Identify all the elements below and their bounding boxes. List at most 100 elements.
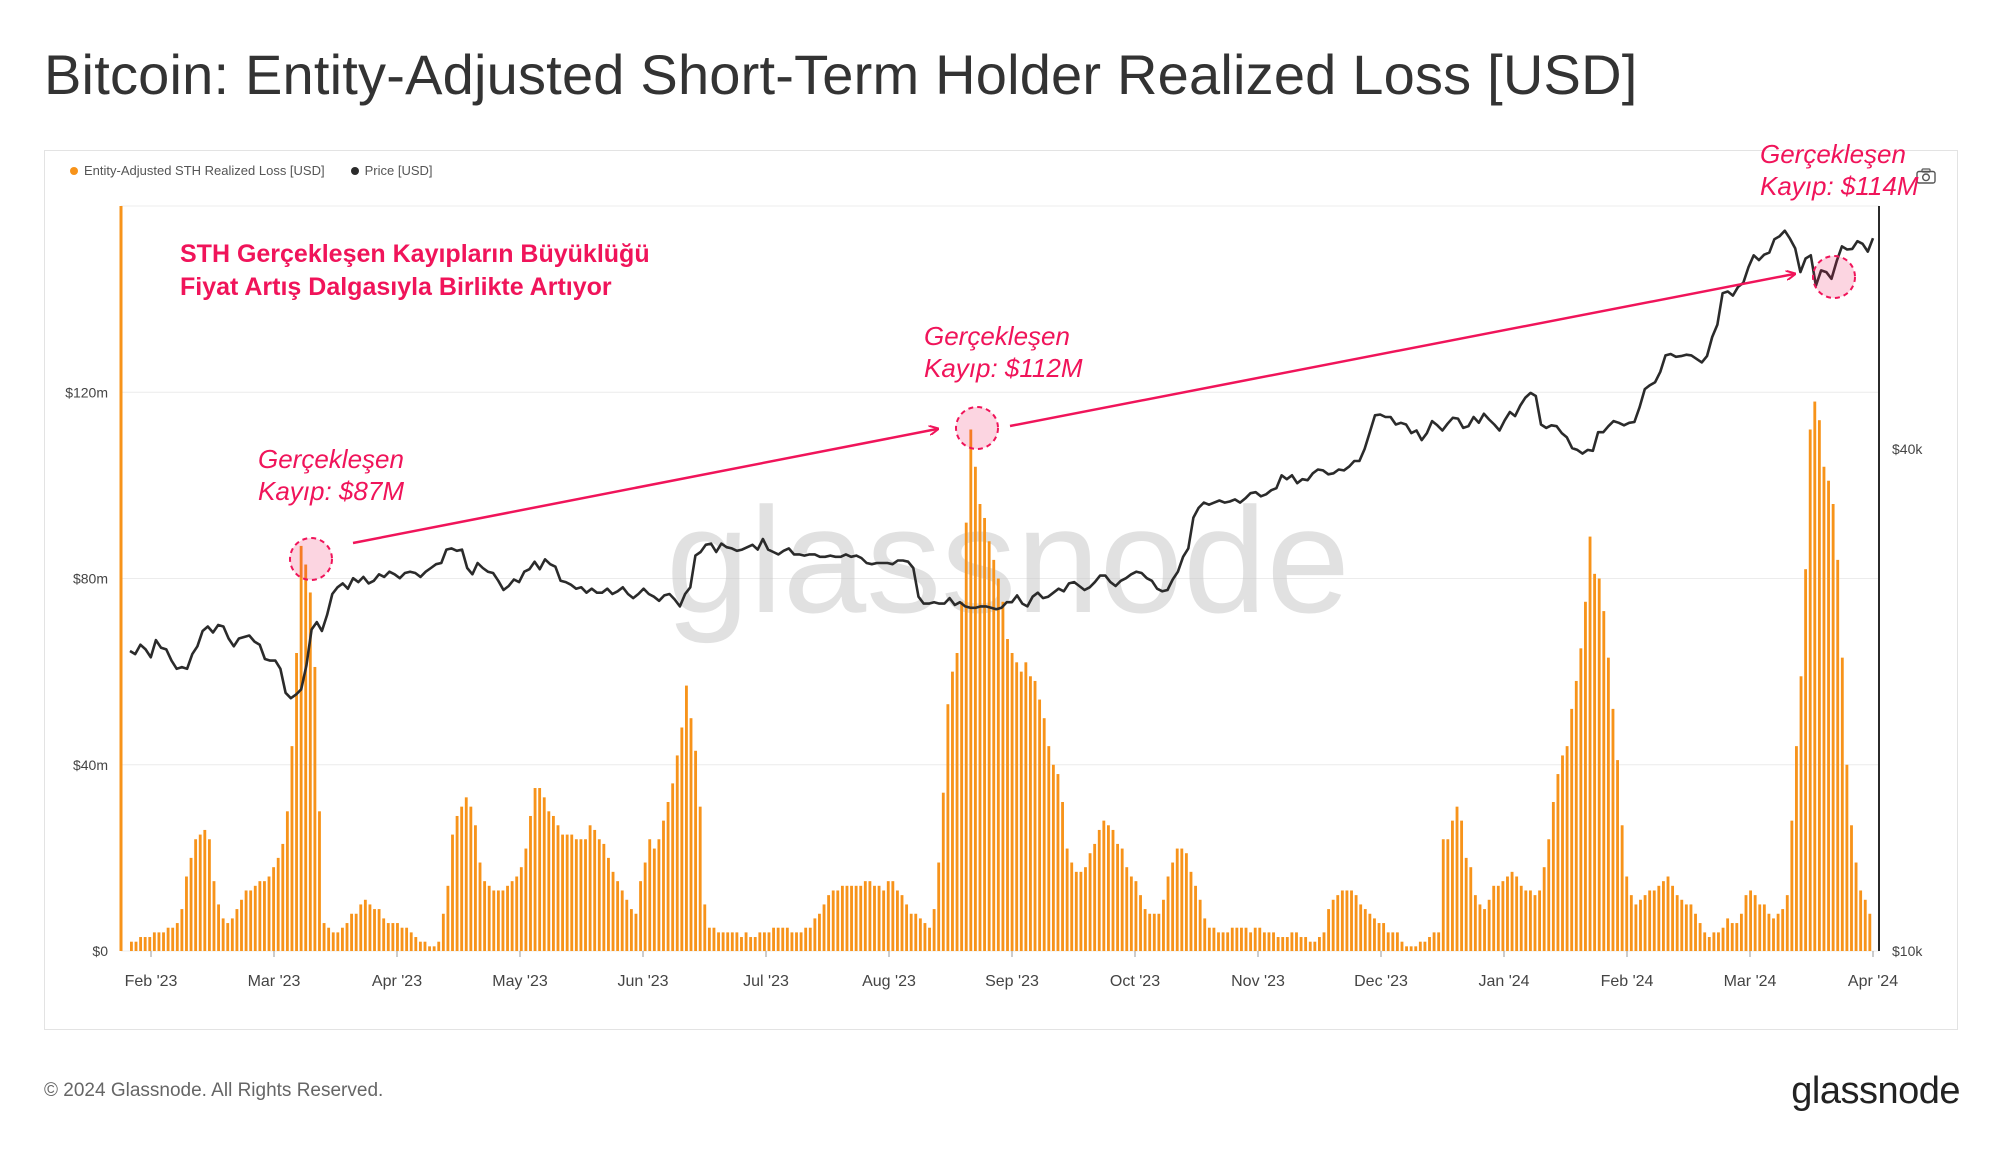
loss-bar	[1253, 927, 1257, 951]
loss-bar	[1400, 941, 1404, 951]
loss-bar	[652, 848, 656, 951]
y-axis-left: $0 $40m $80m $120m	[65, 384, 108, 959]
loss-bar	[455, 815, 459, 951]
legend-item-loss[interactable]: Entity-Adjusted STH Realized Loss [USD]	[70, 163, 325, 178]
loss-bar	[1845, 764, 1849, 951]
x-tick-label: Feb '24	[1601, 973, 1654, 990]
loss-bar	[1070, 862, 1074, 951]
loss-bar	[744, 932, 748, 952]
loss-bar	[1125, 867, 1129, 951]
loss-bar	[1171, 862, 1175, 951]
loss-bar	[1487, 899, 1491, 951]
loss-bar	[813, 918, 817, 951]
loss-bar	[230, 918, 234, 951]
loss-bar	[1368, 913, 1372, 951]
loss-bar	[1373, 918, 1376, 951]
loss-bar	[1496, 885, 1500, 951]
loss-bar	[804, 927, 808, 951]
loss-bar	[1148, 913, 1152, 951]
loss-bar	[1666, 876, 1670, 951]
callout-2-line1: Gerçekleşen	[924, 321, 1070, 351]
loss-bar	[1322, 932, 1326, 952]
loss-bar	[909, 913, 913, 951]
loss-bar	[166, 927, 170, 951]
loss-bar	[423, 941, 427, 951]
loss-bar	[1038, 699, 1042, 951]
x-tick-label: Mar '23	[248, 973, 301, 990]
loss-bar	[735, 932, 739, 952]
x-tick-label: Mar '24	[1724, 973, 1777, 990]
loss-bar	[1207, 927, 1211, 951]
callout-1-marker	[289, 537, 333, 581]
loss-bar	[946, 704, 950, 951]
loss-bar	[1762, 904, 1766, 951]
loss-bar	[675, 755, 679, 951]
loss-bar	[928, 927, 931, 951]
loss-bar	[1634, 904, 1638, 951]
loss-bar	[322, 923, 326, 951]
legend-label-price: Price [USD]	[364, 163, 433, 178]
x-tick-label: May '23	[492, 973, 548, 990]
loss-bar	[1707, 937, 1711, 951]
loss-bar	[1850, 825, 1853, 951]
loss-bar	[1051, 764, 1055, 951]
loss-bar	[767, 932, 771, 952]
loss-bar	[249, 890, 253, 951]
loss-bar	[602, 843, 606, 951]
loss-bar	[1689, 904, 1693, 951]
loss-bar	[758, 932, 762, 952]
x-tick-label: Aug '23	[862, 973, 916, 990]
loss-bar	[1643, 895, 1647, 952]
loss-bar	[588, 825, 592, 951]
loss-bar	[749, 937, 753, 951]
loss-bar	[1093, 843, 1097, 951]
loss-bar	[616, 881, 620, 951]
loss-bar	[308, 592, 312, 951]
loss-bar	[1102, 820, 1106, 952]
loss-bar	[143, 937, 147, 951]
loss-bar	[579, 839, 583, 951]
loss-bar	[1162, 899, 1165, 951]
loss-bar	[432, 946, 436, 951]
loss-bar	[1395, 932, 1399, 952]
loss-bar	[1345, 890, 1349, 951]
loss-bar	[1441, 839, 1445, 951]
loss-bar	[285, 811, 289, 951]
loss-bar	[1414, 946, 1418, 951]
loss-bar	[1519, 885, 1523, 951]
copyright: © 2024 Glassnode. All Rights Reserved.	[44, 1080, 384, 1101]
loss-bar	[937, 862, 941, 951]
legend-item-price[interactable]: Price [USD]	[350, 163, 433, 178]
loss-bar	[648, 839, 652, 951]
loss-bar	[1836, 559, 1840, 952]
loss-bar	[212, 881, 216, 951]
loss-bar	[639, 881, 642, 951]
loss-bar	[244, 890, 248, 951]
y-tick-right: $40k	[1892, 441, 1923, 457]
loss-bar	[685, 685, 688, 951]
camera-icon[interactable]	[1916, 168, 1936, 184]
loss-bar	[1620, 825, 1624, 951]
loss-bar	[593, 829, 597, 951]
loss-bar	[886, 881, 890, 951]
chart-panel	[44, 150, 1958, 1030]
x-axis: Feb '23 Mar '23 Apr '23 May '23 Jun '23 Jul '…	[125, 951, 1898, 990]
loss-bar	[932, 909, 936, 951]
loss-bar	[134, 941, 138, 951]
loss-bar	[992, 559, 996, 952]
loss-bar	[854, 885, 858, 951]
loss-bar	[584, 839, 587, 951]
loss-bar	[304, 564, 308, 951]
loss-bar	[1753, 895, 1757, 952]
loss-bar	[299, 545, 303, 951]
loss-bar	[409, 932, 413, 952]
loss-bar	[1717, 932, 1720, 952]
loss-bar	[354, 913, 358, 951]
loss-bar	[272, 867, 276, 951]
loss-bar	[836, 890, 840, 951]
loss-bar	[1808, 429, 1812, 951]
loss-bar	[1336, 895, 1340, 952]
loss-bar	[1565, 746, 1569, 952]
loss-bar	[1547, 839, 1551, 951]
loss-bar	[831, 890, 835, 951]
